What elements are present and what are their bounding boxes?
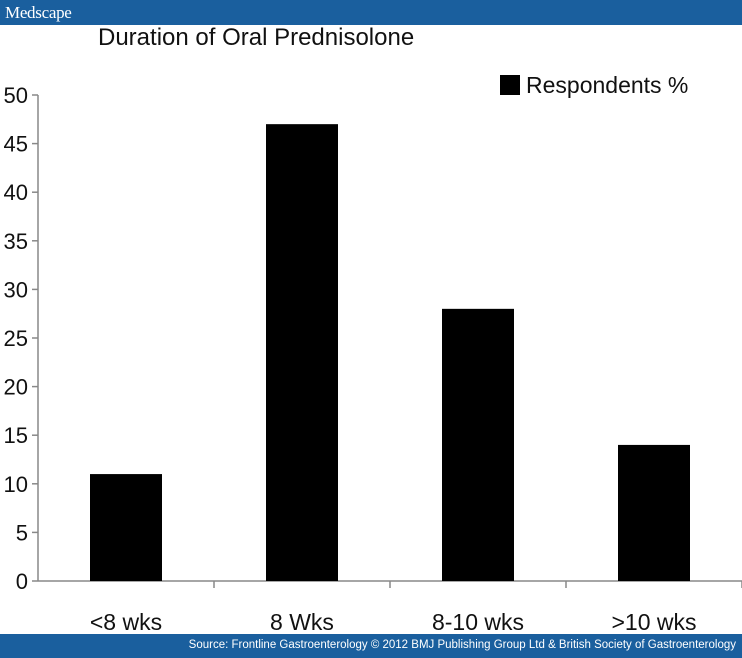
y-tick-label: 0: [16, 569, 28, 594]
bar-1: [90, 474, 162, 581]
y-tick-label: 5: [16, 520, 28, 545]
y-tick-label: 45: [4, 132, 28, 157]
y-tick-label: 40: [4, 180, 28, 205]
bar-chart: Duration of Oral Prednisolone Respondent…: [4, 25, 742, 634]
legend-label: Respondents %: [526, 72, 688, 98]
x-tick-label: <8 wks: [90, 609, 162, 634]
y-tick-label: 50: [4, 83, 28, 108]
source-credit: Source: Frontline Gastroenterology © 201…: [188, 639, 736, 651]
source-footer: Source: Frontline Gastroenterology © 201…: [0, 634, 742, 658]
top-banner: Medscape: [0, 0, 742, 25]
y-tick-label: 20: [4, 375, 28, 400]
chart-legend: Respondents %: [500, 72, 688, 98]
y-tick-label: 30: [4, 277, 28, 302]
y-tick-label: 25: [4, 326, 28, 351]
x-tick-label: 8-10 wks: [432, 609, 524, 634]
y-tick-label: 10: [4, 472, 28, 497]
bar-4: [618, 444, 690, 581]
chart-title: Duration of Oral Prednisolone: [98, 25, 414, 51]
y-tick-label: 35: [4, 229, 28, 254]
legend-swatch: [500, 75, 520, 95]
x-tick-label: >10 wks: [611, 609, 696, 634]
brand-logo: Medscape: [5, 3, 72, 22]
bar-3: [442, 308, 514, 581]
y-tick-label: 15: [4, 423, 28, 448]
bar-2: [266, 124, 338, 581]
x-tick-label: 8 Wks: [270, 609, 334, 634]
